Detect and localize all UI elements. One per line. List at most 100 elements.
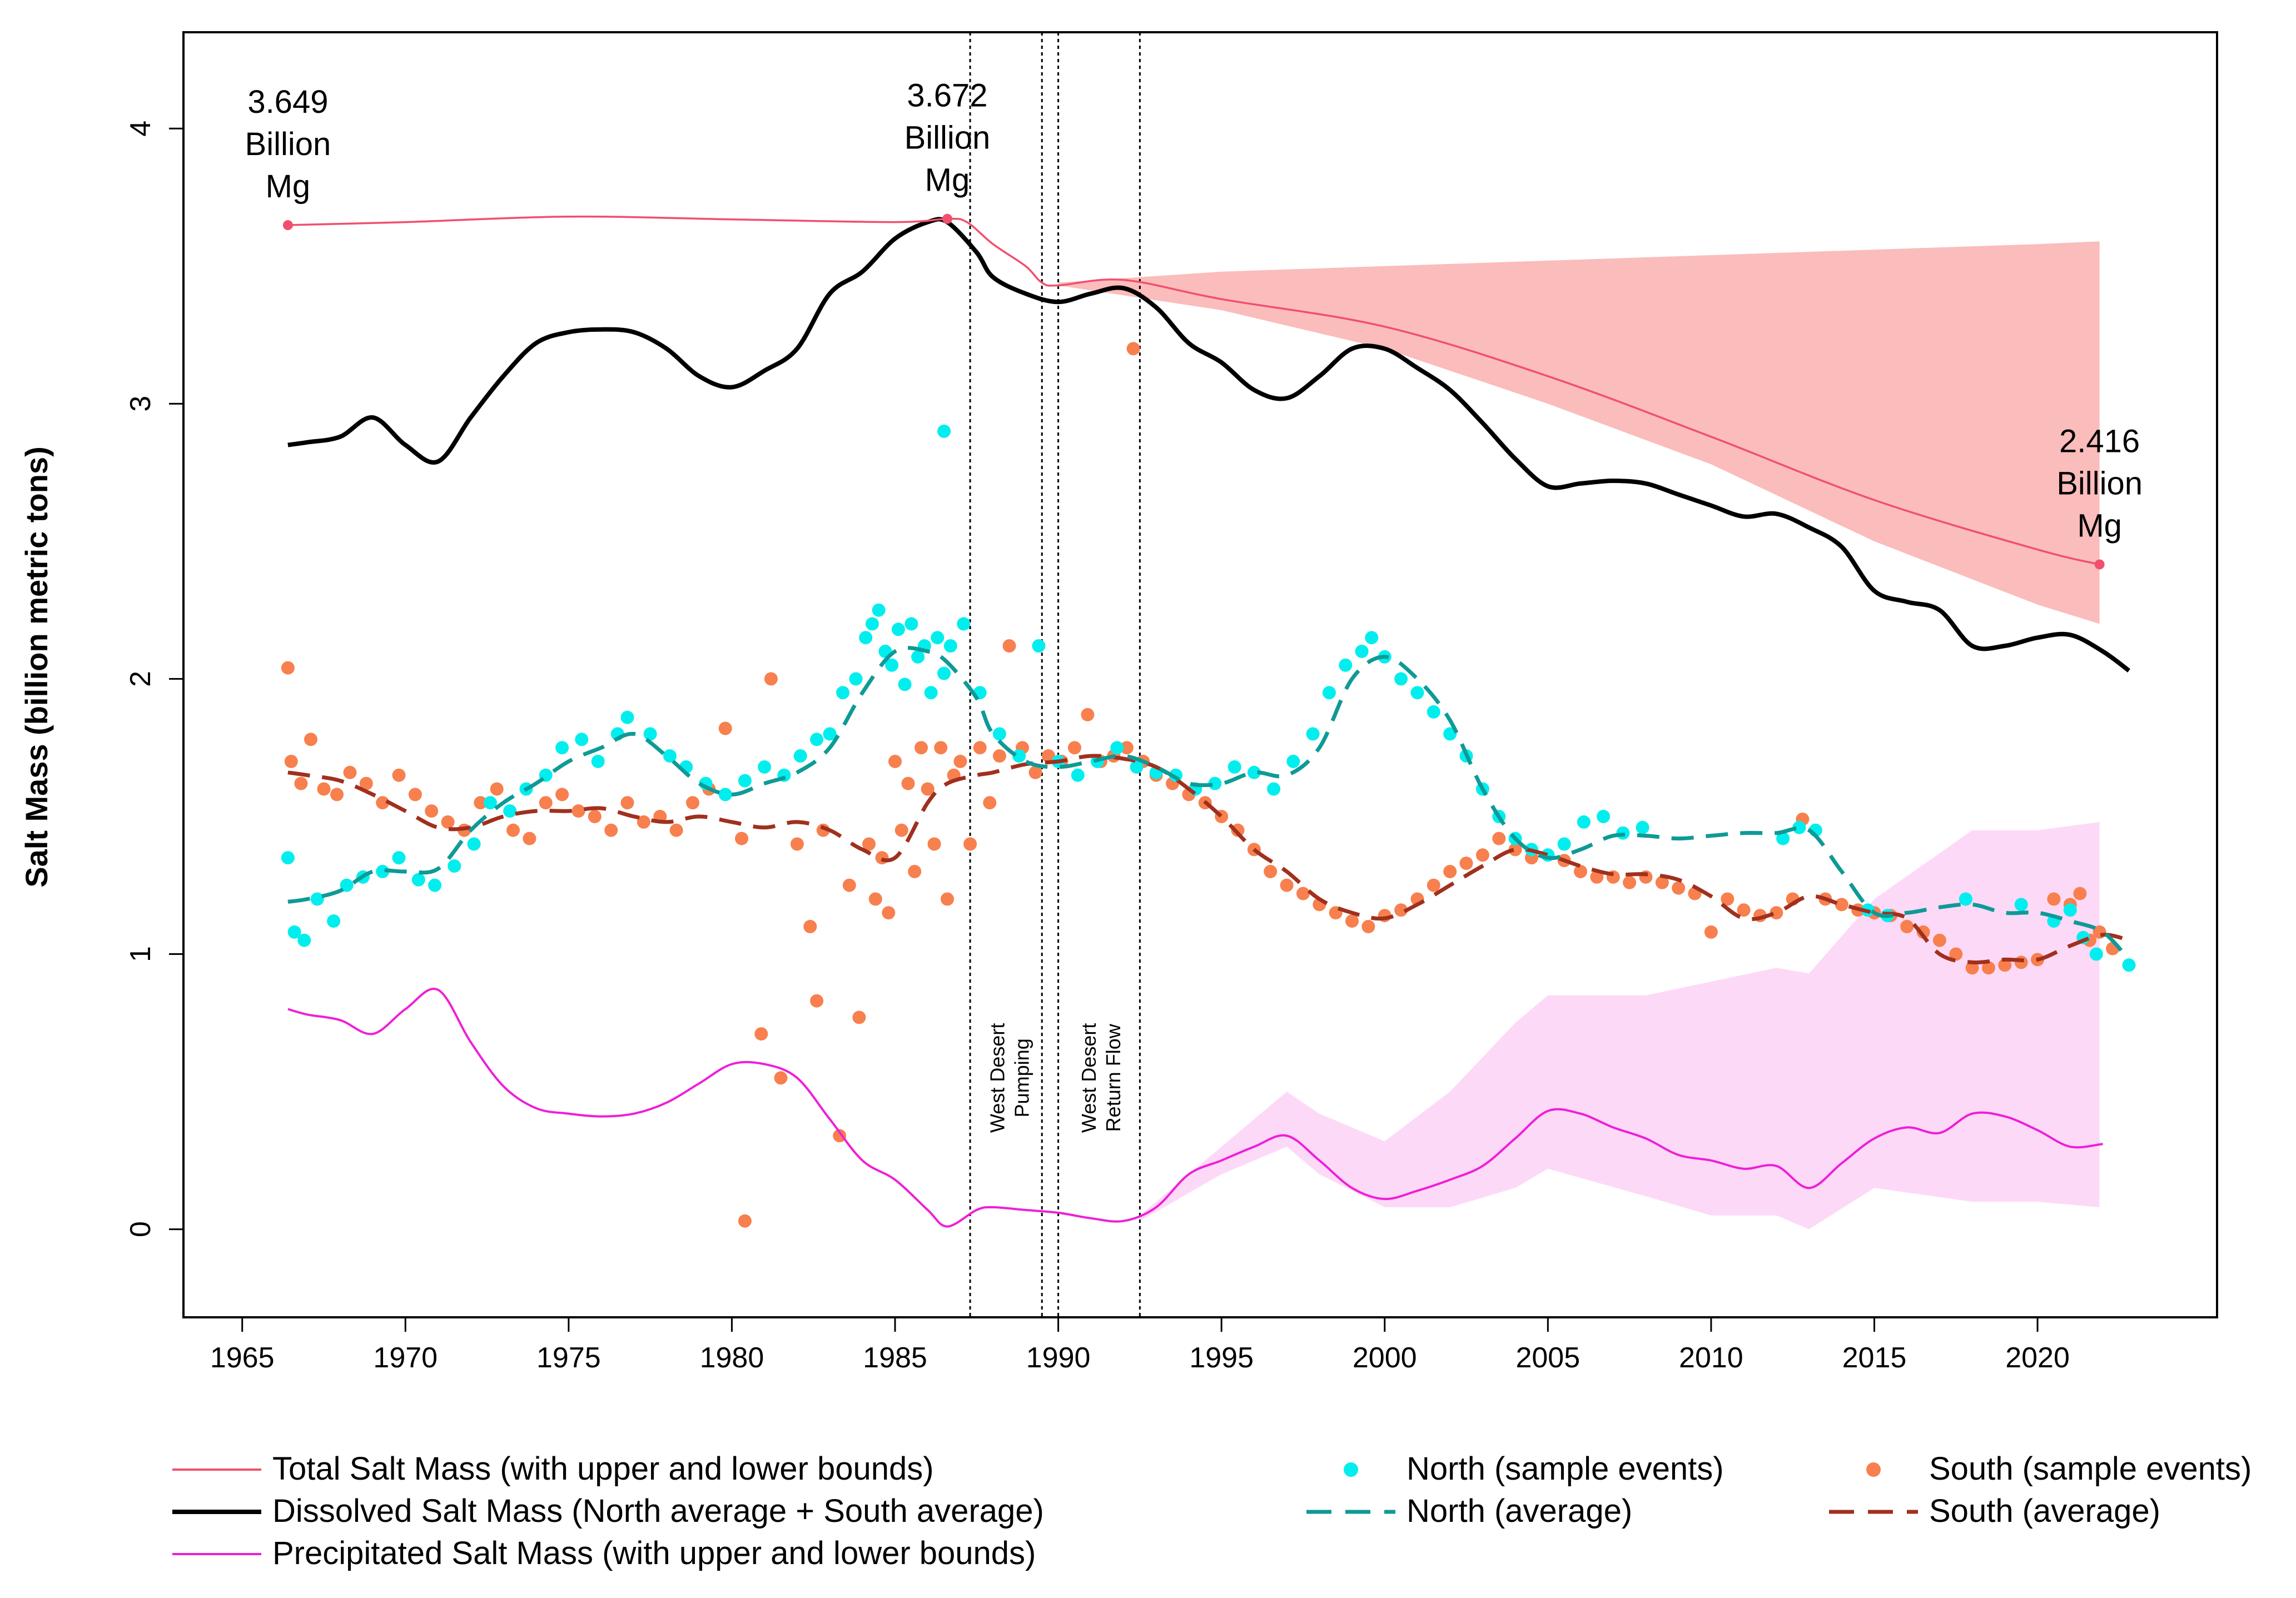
south-sample-point	[281, 661, 295, 675]
south-sample-point	[1835, 898, 1848, 912]
south-sample-point	[790, 837, 804, 851]
north-sample-point	[1557, 837, 1571, 851]
y-axis-label: Salt Mass (billion metric tons)	[19, 446, 54, 887]
south-sample-point	[1126, 342, 1140, 356]
total-bounds-band	[1058, 241, 2100, 624]
y-tick-label: 3	[125, 396, 157, 412]
south-sample-point	[803, 920, 817, 933]
south-sample-point	[1704, 925, 1718, 939]
north-sample-point	[448, 859, 461, 873]
legend-label: South (average)	[1929, 1493, 2160, 1529]
total-endpoint-marker-0	[282, 220, 293, 231]
north-sample-point	[2014, 898, 2028, 912]
x-tick-label: 1995	[1189, 1342, 1254, 1374]
north-sample-point	[1394, 672, 1408, 686]
north-sample-point	[937, 424, 951, 438]
south-sample-point	[686, 796, 699, 810]
total-endpoint-marker-1	[942, 213, 952, 224]
south-sample-point	[754, 1027, 768, 1041]
south-sample-point	[669, 823, 683, 837]
south-sample-point	[474, 796, 488, 810]
annotation-line: Mg	[925, 162, 970, 198]
south-sample-point	[506, 823, 520, 837]
dissolved-salt-line	[287, 217, 2130, 673]
annotation-line: 3.649	[247, 84, 328, 120]
annotation-line: 2.416	[2059, 423, 2140, 459]
south-sample-point	[1900, 920, 1914, 933]
south-sample-point	[833, 1129, 847, 1143]
south-sample-point	[1067, 741, 1081, 755]
south-sample-point	[941, 892, 954, 906]
annotation-line: 3.672	[907, 78, 987, 114]
x-tick-label: 1990	[1026, 1342, 1091, 1374]
south-sample-point	[1965, 961, 1979, 975]
x-tick-label: 2020	[2005, 1342, 2070, 1374]
x-tick-label: 1980	[700, 1342, 764, 1374]
north-sample-point	[1355, 644, 1369, 658]
south-sample-point	[294, 776, 308, 790]
south-sample-point	[1345, 914, 1359, 928]
north-sample-point	[1071, 768, 1085, 782]
south-sample-point	[637, 815, 650, 829]
north-average-line	[287, 646, 2131, 961]
legend-label: Total Salt Mass (with upper and lower bo…	[272, 1451, 934, 1487]
south-sample-point	[1492, 832, 1506, 845]
north-sample-point	[575, 733, 589, 746]
south-sample-point	[810, 994, 824, 1008]
x-tick-label: 1965	[210, 1342, 275, 1374]
south-sample-point	[2014, 955, 2028, 969]
south-sample-point	[868, 892, 882, 906]
north-sample-point	[2122, 958, 2136, 972]
south-sample-point	[1982, 961, 1995, 975]
y-tick-label: 4	[125, 121, 157, 137]
legend-dot-symbol	[1344, 1462, 1358, 1477]
north-sample-point	[1110, 741, 1124, 755]
series-lines	[287, 215, 2131, 1228]
south-sample-point	[894, 823, 908, 837]
annotation-line: Billion	[905, 120, 991, 156]
north-sample-point	[2063, 903, 2077, 917]
legend-item-3: North (sample events)	[1344, 1451, 1724, 1487]
annotation-line: Billion	[245, 126, 331, 162]
y-axis: 0 1 2 3 4	[125, 121, 183, 1237]
south-sample-point	[1721, 892, 1735, 906]
north-sample-point	[483, 796, 497, 810]
south-sample-point	[620, 796, 634, 810]
event-label-line: Return Flow	[1102, 1023, 1125, 1132]
south-sample-point	[1002, 639, 1016, 653]
south-sample-point	[718, 721, 732, 735]
south-sample-point	[862, 837, 876, 851]
south-sample-point	[1459, 857, 1473, 870]
north-sample-point	[1208, 776, 1222, 790]
north-sample-point	[591, 754, 605, 768]
north-sample-point	[340, 878, 354, 892]
total-salt-line	[287, 215, 2100, 566]
legend-dot-symbol	[1866, 1462, 1881, 1477]
north-sample-point	[1959, 892, 1972, 906]
x-tick-label: 1970	[373, 1342, 438, 1374]
north-sample-point	[663, 749, 677, 763]
south-sample-point	[1280, 878, 1294, 892]
south-sample-point	[1770, 906, 1783, 920]
y-tick-label: 2	[125, 671, 157, 687]
north-sample-point	[620, 710, 634, 724]
south-sample-point	[983, 796, 997, 810]
event-label-line: West Desert	[986, 1023, 1009, 1133]
x-tick-label: 2010	[1679, 1342, 1743, 1374]
south-sample-point	[1120, 741, 1134, 755]
north-sample-point	[885, 658, 899, 672]
legend-label: South (sample events)	[1929, 1451, 2252, 1487]
north-sample-point	[911, 650, 925, 664]
north-sample-point	[1322, 686, 1336, 700]
south-sample-point	[330, 788, 344, 802]
value-annotation-0: 3.649 Billion Mg	[245, 84, 331, 205]
north-sample-point	[1227, 760, 1241, 774]
south-sample-point	[735, 832, 748, 845]
south-average-line	[287, 754, 2130, 965]
south-sample-point	[1672, 881, 1686, 895]
point-annotations: 3.649 Billion Mg 3.672 Billion Mg 2.416 Billion…	[245, 78, 2143, 544]
north-sample-point	[898, 678, 912, 691]
south-sample-point	[921, 782, 935, 796]
south-sample-point	[774, 1071, 788, 1085]
annotation-line: Mg	[266, 168, 311, 205]
